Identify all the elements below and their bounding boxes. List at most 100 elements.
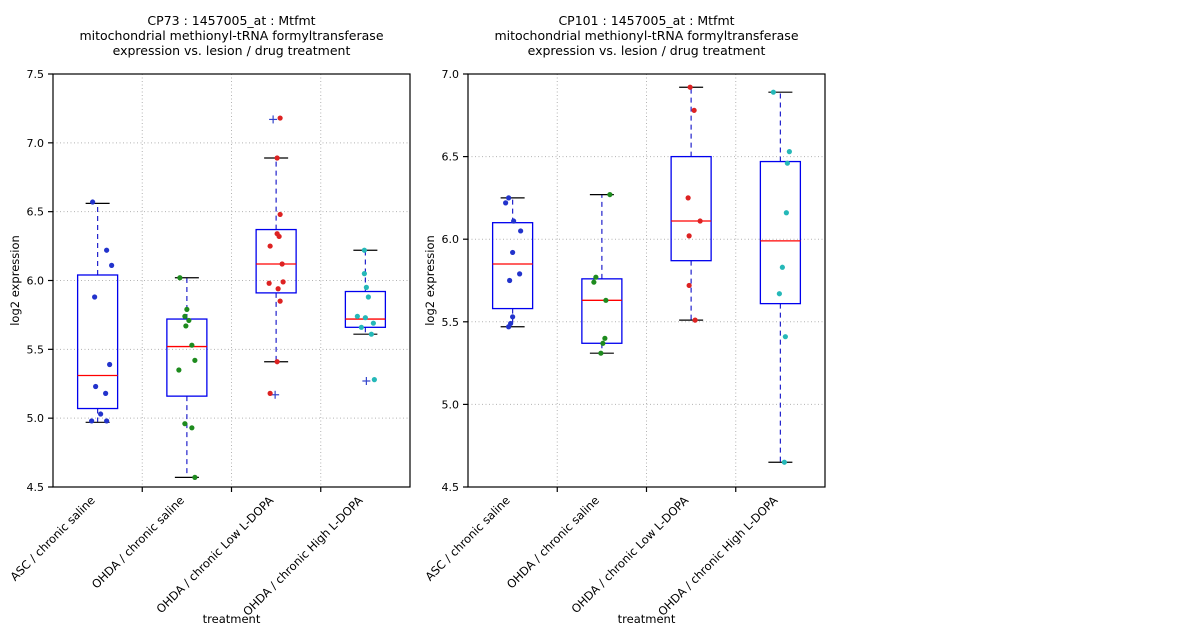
data-point: [370, 320, 376, 326]
data-point: [368, 331, 374, 337]
y-axis-label: log2 expression: [8, 235, 22, 326]
data-point: [186, 317, 192, 324]
x-axis-label: treatment: [203, 612, 261, 626]
iqr-box: [581, 278, 623, 344]
data-point: [183, 323, 189, 329]
data-point: [506, 195, 512, 201]
data-point: [98, 411, 104, 417]
data-point: [189, 425, 195, 431]
x-category-label: ASC / chronic saline: [7, 493, 97, 583]
data-point: [510, 314, 516, 320]
data-point: [506, 324, 512, 330]
data-point: [274, 155, 280, 161]
y-tick-label: 4.5: [27, 481, 45, 494]
data-point: [93, 383, 99, 390]
y-tick-label: 6.5: [442, 151, 460, 164]
data-point: [103, 390, 109, 396]
data-point: [92, 294, 98, 300]
data-point: [277, 115, 283, 121]
data-point: [511, 218, 517, 224]
data-point: [280, 279, 286, 285]
data-point: [182, 313, 188, 319]
plot-title: expression vs. lesion / drug treatment: [528, 43, 766, 58]
y-tick-label: 7.0: [442, 68, 460, 81]
data-point: [687, 84, 693, 90]
data-point: [786, 149, 792, 155]
plot-title: expression vs. lesion / drug treatment: [113, 43, 351, 58]
data-point: [593, 274, 599, 280]
y-tick-label: 5.5: [27, 343, 45, 356]
iqr-box: [491, 222, 534, 310]
data-point: [109, 262, 115, 268]
data-point: [782, 334, 788, 340]
plot-title: CP101 : 1457005_at : Mtfmt: [558, 13, 734, 28]
data-point: [277, 211, 283, 218]
x-axis-label: treatment: [618, 612, 676, 626]
y-tick-label: 6.0: [442, 233, 460, 246]
y-tick-label: 7.0: [27, 137, 45, 150]
data-point: [685, 195, 691, 201]
data-point: [104, 418, 110, 424]
data-point: [607, 191, 613, 198]
y-tick-label: 4.5: [442, 481, 460, 494]
data-point: [518, 228, 524, 234]
data-point: [686, 233, 692, 239]
data-point: [776, 291, 782, 297]
data-point: [275, 286, 281, 292]
iqr-box: [759, 160, 802, 305]
data-point: [90, 199, 96, 205]
plot-title: mitochondrial methionyl-tRNA formyltrans…: [494, 28, 798, 43]
data-point: [189, 342, 195, 348]
data-point: [279, 261, 285, 267]
data-point: [107, 361, 113, 368]
data-point: [602, 335, 608, 341]
data-point: [692, 317, 698, 323]
data-point: [770, 89, 776, 95]
y-tick-label: 5.0: [27, 412, 45, 425]
data-point: [192, 357, 198, 363]
data-point: [600, 340, 606, 346]
data-point: [779, 264, 785, 270]
iqr-box: [76, 274, 119, 410]
data-point: [598, 350, 604, 356]
plot-title: CP73 : 1457005_at : Mtfmt: [147, 13, 315, 28]
data-point: [503, 200, 509, 206]
x-category-label: OHDA / chronic saline: [504, 493, 602, 591]
data-point: [104, 247, 110, 253]
data-point: [591, 279, 597, 285]
y-tick-label: 5.5: [442, 316, 460, 329]
data-point: [361, 247, 367, 253]
y-axis-label: log2 expression: [423, 235, 437, 326]
data-point: [362, 315, 368, 321]
data-point: [365, 294, 371, 300]
data-point: [371, 377, 377, 383]
data-point: [784, 160, 790, 166]
data-point: [783, 210, 789, 216]
data-point: [697, 218, 703, 224]
data-point: [266, 280, 272, 286]
iqr-box: [166, 318, 208, 397]
iqr-box: [670, 155, 712, 262]
data-point: [274, 359, 280, 365]
iqr-box: [255, 228, 297, 294]
data-point: [184, 306, 190, 313]
data-point: [691, 107, 697, 113]
data-point: [510, 249, 516, 256]
iqr-box: [344, 290, 387, 328]
y-tick-label: 6.5: [27, 206, 45, 219]
plot-title: mitochondrial methionyl-tRNA formyltrans…: [79, 28, 383, 43]
data-point: [781, 459, 787, 465]
data-point: [177, 275, 183, 281]
data-point: [277, 298, 283, 304]
y-tick-label: 5.0: [442, 398, 460, 411]
y-tick-label: 6.0: [27, 275, 45, 288]
x-category-label: ASC / chronic saline: [422, 493, 512, 583]
data-point: [361, 271, 367, 277]
data-point: [176, 367, 182, 373]
data-point: [517, 271, 523, 277]
data-point: [507, 277, 513, 284]
data-point: [89, 418, 95, 424]
data-point: [354, 313, 360, 319]
